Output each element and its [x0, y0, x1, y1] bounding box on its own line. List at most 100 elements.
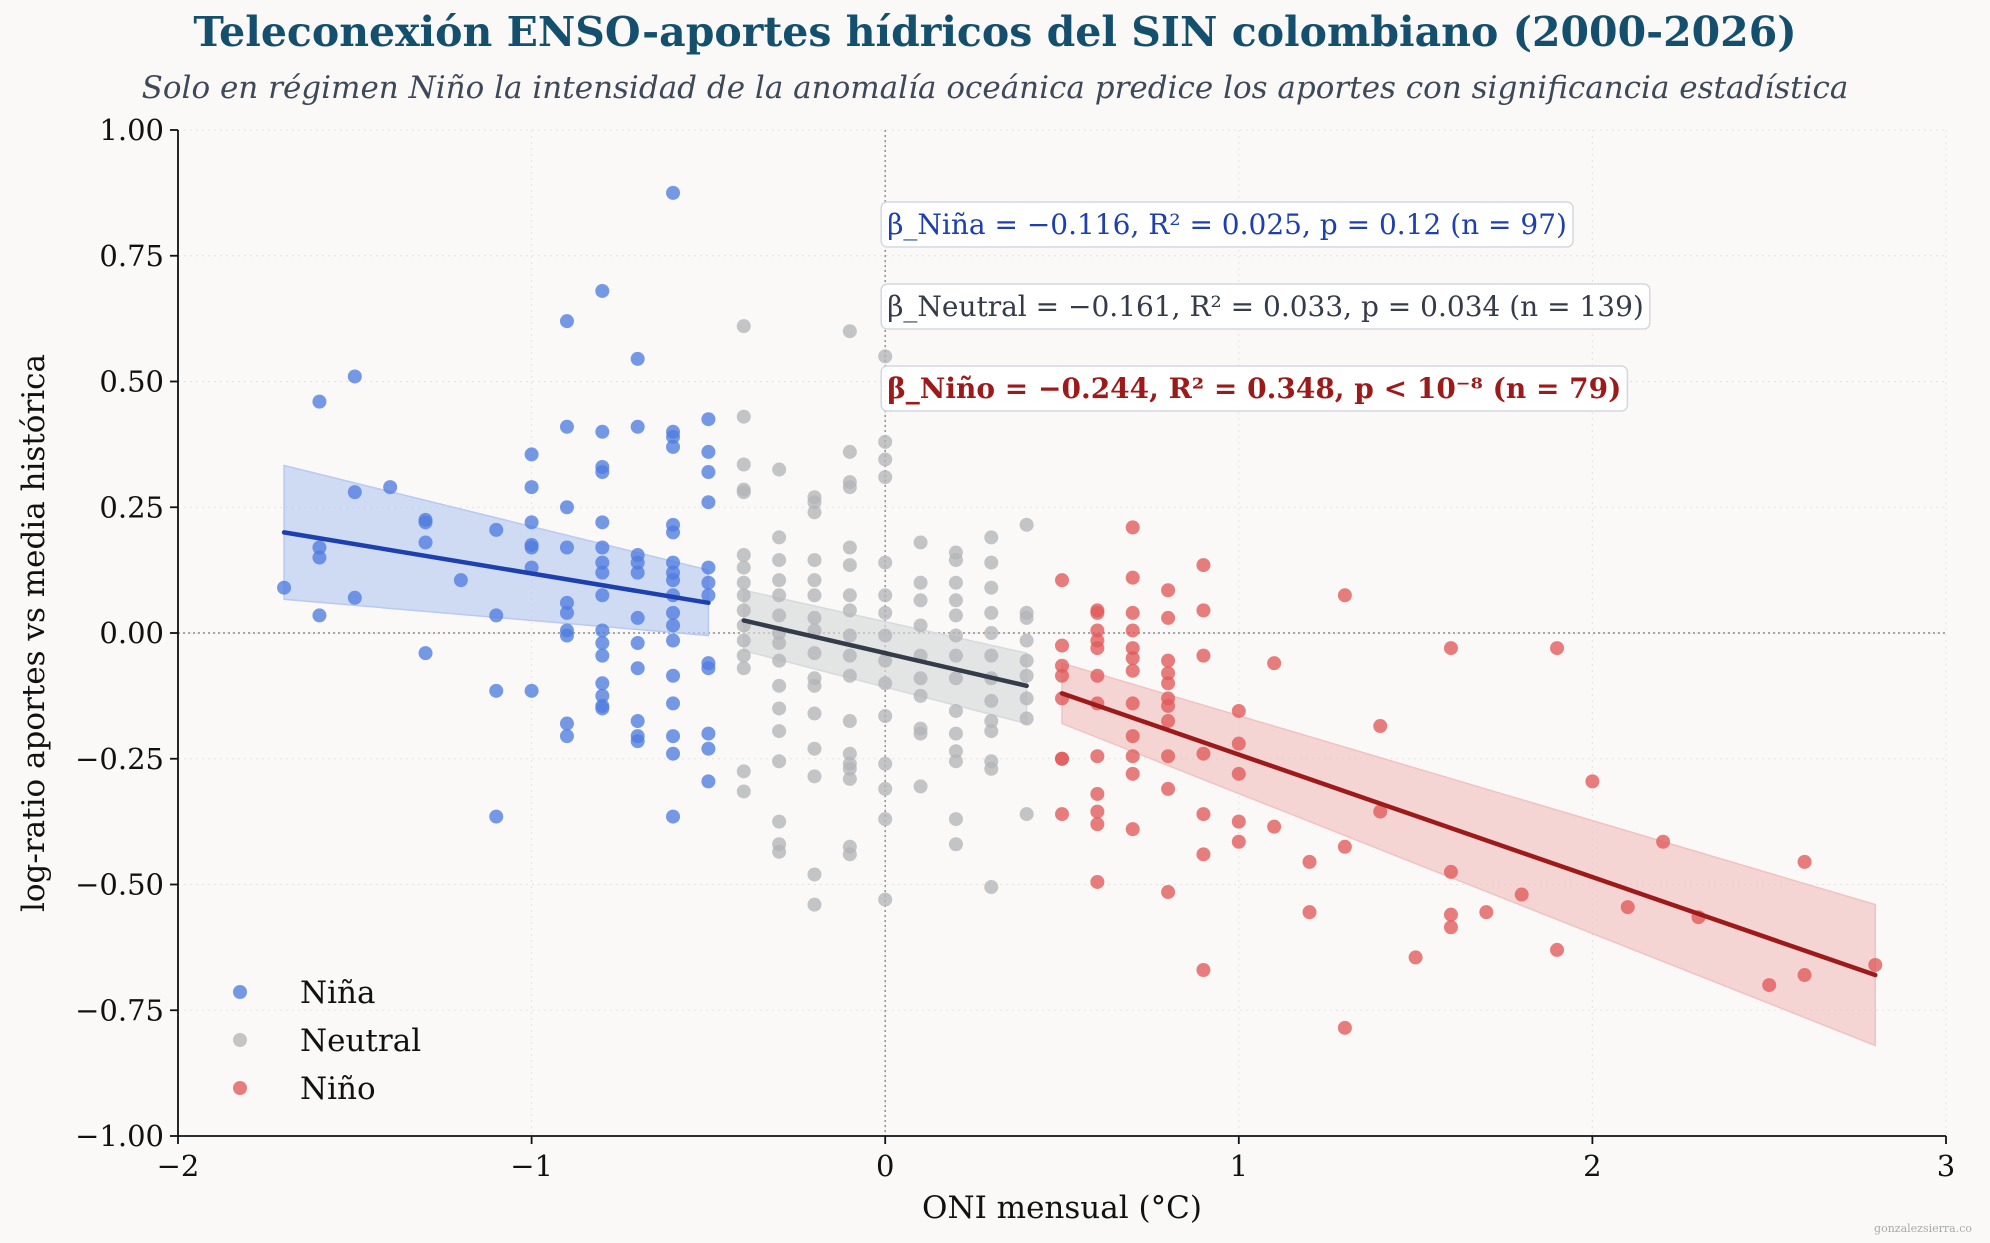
scatter-point [878, 653, 893, 668]
watermark: gonzalezsierra.co [1874, 1222, 1972, 1235]
scatter-point [736, 603, 751, 618]
regression-line [741, 618, 1029, 689]
scatter-point [1125, 623, 1140, 638]
legend-item: Neutral [233, 1023, 421, 1059]
scatter-point [1231, 703, 1246, 718]
x-tick-label: 0 [876, 1149, 894, 1183]
scatter-point [878, 812, 893, 827]
scatter-point [1868, 957, 1883, 972]
scatter-point [1090, 668, 1105, 683]
scatter-point [807, 495, 822, 510]
scatter-point [1337, 588, 1352, 603]
stats-box-frame [880, 201, 1574, 248]
scatter-point [736, 633, 751, 648]
scatter-point [1055, 751, 1069, 766]
scatter-point [595, 540, 610, 555]
scatter-point [1090, 786, 1105, 801]
scatter-point [984, 530, 999, 545]
scatter-point [948, 754, 963, 769]
scatter-point [1125, 641, 1140, 656]
scatter-point [1196, 558, 1211, 573]
scatter-point [1302, 854, 1317, 869]
scatter-point [1055, 668, 1069, 683]
scatter-point [842, 746, 857, 761]
scatter-point [701, 726, 716, 741]
scatter-point [1090, 749, 1105, 764]
y-tick-label: −0.75 [75, 993, 164, 1027]
scatter-point [1019, 653, 1034, 668]
x-tick-label: −1 [510, 1149, 553, 1183]
scatter-point [595, 701, 610, 716]
scatter-point [842, 540, 857, 555]
stats-box: β_Niña = −0.116, R² = 0.025, p = 0.12 (n… [880, 201, 1574, 248]
scatter-point [772, 530, 787, 545]
stats-text: β_Neutral = −0.161, R² = 0.033, p = 0.03… [887, 290, 1644, 323]
legend-label: Niña [300, 975, 376, 1011]
scatter-point [559, 595, 574, 610]
legend-marker [233, 1033, 247, 1047]
scatter-point [1019, 633, 1034, 648]
scatter-point [913, 688, 928, 703]
x-tick-label: 1 [1230, 1149, 1248, 1183]
scatter-point [666, 429, 681, 444]
scatter-point [312, 550, 327, 565]
scatter-point [666, 525, 681, 540]
scatter-point [878, 781, 893, 796]
scatter-point [948, 744, 963, 759]
y-tick-label: 0.25 [99, 490, 164, 524]
scatter-point [842, 628, 857, 643]
scatter-point [1090, 817, 1105, 832]
scatter-point [1161, 749, 1176, 764]
scatter-point [595, 515, 610, 530]
scatter-point [595, 636, 610, 651]
scatter-point [842, 668, 857, 683]
scatter-point [1161, 666, 1176, 681]
scatter-point [630, 565, 645, 580]
scatter-point [807, 897, 822, 912]
scatter-point [736, 485, 751, 500]
scatter-point [1019, 668, 1034, 683]
scatter-point [772, 553, 787, 568]
scatter-point [1161, 698, 1176, 713]
scatter-point [666, 696, 681, 711]
scatter-point [807, 706, 822, 721]
scatter-point [878, 555, 893, 570]
scatter-point [984, 761, 999, 776]
scatter-point [489, 683, 504, 698]
scatter-point [1055, 658, 1069, 673]
scatter-point [666, 729, 681, 744]
x-tick-label: 3 [1937, 1149, 1955, 1183]
scatter-point [913, 618, 928, 633]
scatter-point [595, 623, 610, 638]
scatter-point [736, 457, 751, 472]
scatter-point [772, 814, 787, 829]
scatter-point [842, 603, 857, 618]
scatter-point [842, 588, 857, 603]
scatter-point [666, 439, 681, 454]
scatter-point [595, 648, 610, 663]
scatter-point [842, 324, 857, 339]
scatter-point [1090, 641, 1105, 656]
scatter-point [312, 394, 327, 409]
scatter-point [1125, 822, 1140, 837]
data-points [277, 185, 1883, 1035]
scatter-point [807, 573, 822, 588]
chart-title: Teleconexión ENSO-aportes hídricos del S… [193, 8, 1797, 56]
scatter-point [1443, 864, 1458, 879]
scatter-point [772, 653, 787, 668]
scatter-point [807, 610, 822, 625]
scatter-point [772, 678, 787, 693]
scatter-point [913, 671, 928, 686]
scatter-point [666, 633, 681, 648]
scatter-point [842, 558, 857, 573]
scatter-point [595, 565, 610, 580]
scatter-point [878, 349, 893, 364]
scatter-point [878, 628, 893, 643]
scatter-point [559, 729, 574, 744]
scatter-point [772, 608, 787, 623]
scatter-point [948, 553, 963, 568]
scatter-point [807, 505, 822, 520]
scatter-point [1196, 648, 1211, 663]
scatter-point [842, 648, 857, 663]
scatter-point [736, 588, 751, 603]
